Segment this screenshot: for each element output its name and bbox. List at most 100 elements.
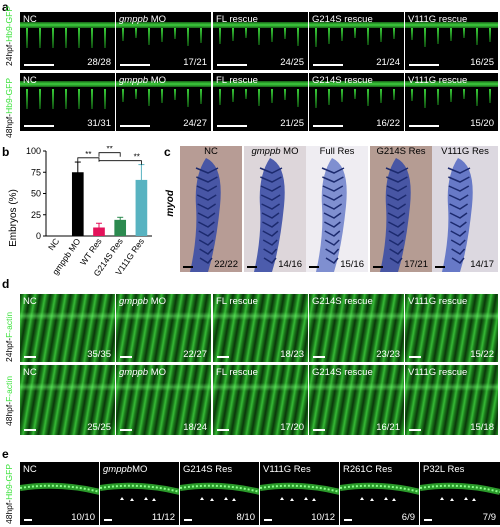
scale-bar — [309, 266, 319, 268]
motor-neuron-axon — [26, 89, 28, 109]
motor-neuron-axon — [393, 28, 395, 39]
motor-neuron-axon — [104, 28, 106, 48]
motor-neuron-axon — [52, 89, 54, 109]
panel-a-image-r2-c5: V111G rescue 15/20 — [405, 73, 498, 131]
panel-title-label: NC — [204, 146, 218, 157]
motor-neuron-axon — [476, 28, 478, 45]
motor-neuron-axon — [284, 89, 286, 100]
panel-title-label: NC — [23, 75, 37, 86]
panel-e-condition-label: R261C Res — [343, 464, 392, 475]
muscle-fibers — [20, 294, 115, 362]
arrowhead-marker — [472, 498, 476, 501]
panel-d-condition-label: gmppb MO — [119, 296, 166, 307]
panel-title-suffix: MO — [132, 464, 148, 475]
panel-d-image-r2-c1: NC 25/25 — [20, 365, 115, 435]
motor-neuron-axon — [489, 89, 491, 103]
motor-neuron-axon — [424, 28, 426, 47]
panel-e-image-5: R261C Res 6/9 — [340, 462, 419, 525]
panel-c-image-3: Full Res 15/16 — [306, 146, 368, 272]
myoseptum — [20, 312, 115, 320]
panel-c-image-1: NC 22/22 — [180, 146, 242, 272]
embryo-lateral-view — [260, 482, 339, 501]
motor-neuron-axon — [65, 28, 67, 48]
scale-bar — [409, 64, 439, 66]
arrowhead-marker — [370, 498, 374, 501]
motor-neuron-axon — [411, 28, 413, 40]
motor-neuron-axon — [367, 28, 369, 45]
panel-e-count: 11/12 — [151, 512, 175, 523]
scale-bar — [24, 429, 36, 431]
motor-neuron-axon — [91, 28, 93, 48]
y-tick-label: 100 — [26, 146, 41, 156]
panel-d-image-r2-c5: V111G rescue 15/18 — [405, 365, 498, 435]
motor-neuron-axon — [52, 28, 54, 48]
motor-neuron-axon — [232, 28, 234, 41]
panel-a-image-r1-c1: NC 28/28 — [20, 12, 115, 70]
motor-neuron-axon — [297, 28, 299, 46]
panel-d-image-r2-c2: gmppb MO 18/24 — [116, 365, 211, 435]
panel-title-label: NC — [23, 367, 37, 378]
scale-bar — [313, 64, 343, 66]
panel-a-condition-label: V111G rescue — [408, 14, 467, 25]
arrowhead-marker — [440, 497, 444, 500]
scale-bar — [120, 64, 150, 66]
motor-neuron-axon — [174, 89, 176, 100]
panel-d-count: 22/27 — [183, 349, 207, 360]
muscle-fibers — [309, 365, 404, 435]
panel-d-condition-label: G214S rescue — [312, 296, 373, 307]
motor-neuron-axon — [148, 28, 150, 45]
motor-neuron-axon — [393, 89, 395, 100]
panel-label-a: a — [2, 0, 9, 14]
scale-bar — [24, 125, 54, 127]
significance-marker: ** — [134, 153, 140, 162]
panel-c-condition-label: Full Res — [306, 146, 368, 157]
spinal-cord-signal — [20, 81, 115, 87]
chart-y-axis-label: Embryos (%) — [8, 189, 19, 247]
motor-neuron-axon — [489, 28, 491, 42]
motor-neuron-axon — [476, 89, 478, 106]
motor-neuron-axon — [122, 89, 124, 102]
panel-a-condition-label: G214S rescue — [312, 14, 373, 25]
myoseptum — [116, 312, 211, 320]
panel-c-image-5: V111G Res 14/17 — [432, 146, 498, 272]
spinal-cord-signal — [405, 81, 498, 87]
panel-c-count: 14/16 — [278, 259, 302, 270]
panel-label-c: c — [164, 145, 171, 159]
panel-d-image-r2-c4: G214S rescue 16/21 — [309, 365, 404, 435]
scale-bar — [217, 429, 229, 431]
scale-bar — [120, 125, 150, 127]
scale-bar — [24, 356, 36, 358]
arrowhead-marker — [130, 498, 134, 501]
panel-title-suffix: MO — [148, 367, 167, 378]
spinal-cord-signal — [309, 22, 404, 28]
panel-a-image-r2-c3: FL rescue 21/25 — [213, 73, 308, 131]
motor-neuron-axon — [91, 89, 93, 109]
panel-a-condition-label: gmppb MO — [119, 75, 166, 86]
scale-bar — [424, 519, 432, 521]
panel-a-image-r1-c3: FL rescue 24/25 — [213, 12, 308, 70]
motor-neuron-axon — [187, 28, 189, 46]
muscle-fibers — [20, 365, 115, 435]
panel-e-image-2: gmppbMO 11/12 — [100, 462, 179, 525]
panel-title-italic: gmppb — [119, 296, 149, 307]
panel-d-count: 35/35 — [87, 349, 111, 360]
scale-bar — [313, 429, 325, 431]
panel-title-label: R261C Res — [343, 464, 393, 475]
panel-c-condition-label: V111G Res — [432, 146, 498, 157]
panel-label-e: e — [2, 447, 9, 461]
spinal-cord-signal — [213, 81, 308, 87]
arrowhead-marker — [464, 497, 468, 500]
motor-neuron-axon — [437, 28, 439, 44]
panel-a-count: 17/21 — [183, 57, 207, 68]
panel-a-count: 21/25 — [280, 118, 304, 129]
panel-e-count: 7/9 — [482, 512, 496, 523]
scale-bar — [217, 356, 229, 358]
panel-d-image-r1-c5: V111G rescue 15/22 — [405, 294, 498, 362]
panel-d-count: 15/18 — [470, 422, 494, 433]
panel-e-count: 6/9 — [401, 512, 415, 523]
panel-d-condition-label: NC — [23, 367, 37, 378]
y-tick-label: 50 — [31, 189, 41, 199]
motor-neuron-axon — [187, 89, 189, 107]
panel-e-image-4: V111G Res 10/12 — [260, 462, 339, 525]
myoseptum — [405, 312, 498, 320]
